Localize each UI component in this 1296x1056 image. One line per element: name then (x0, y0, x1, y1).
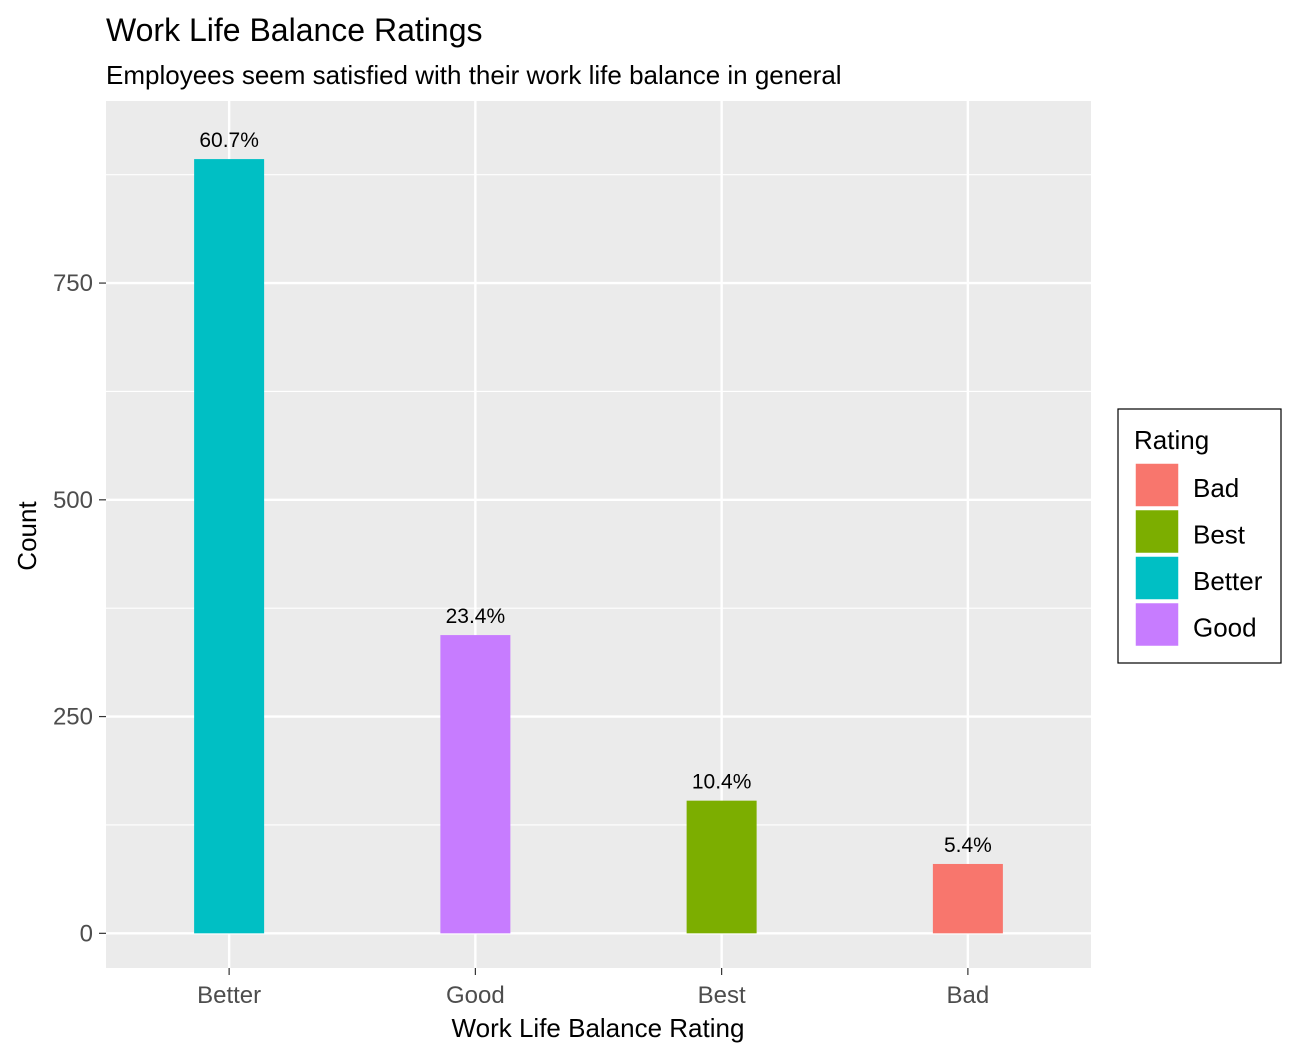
x-axis-title: Work Life Balance Rating (452, 1013, 745, 1043)
y-tick-label: 750 (53, 270, 93, 297)
x-axis: Better Good Best Bad (197, 968, 989, 1009)
data-label-bad: 5.4% (944, 834, 992, 857)
y-tick-label: 500 (53, 487, 93, 514)
data-label-better: 60.7% (199, 129, 259, 152)
legend-key-better (1134, 555, 1180, 601)
y-tick-label: 0 (80, 920, 93, 947)
plot-panel (106, 101, 1091, 968)
legend-key-good (1134, 601, 1180, 648)
minor-gridlines (106, 174, 1091, 826)
legend-label-best: Best (1193, 520, 1246, 550)
legend: Rating Bad Best Better Good (1117, 408, 1282, 664)
bar-good (440, 635, 511, 934)
bar-bad (932, 863, 1003, 934)
legend-label-better: Better (1193, 566, 1263, 596)
chart-subtitle: Employees seem satisfied with their work… (106, 60, 842, 90)
data-label-good: 23.4% (446, 605, 506, 628)
data-labels: 60.7% 23.4% 10.4% 5.4% (199, 129, 991, 857)
legend-label-good: Good (1193, 613, 1257, 643)
chart-title: Work Life Balance Ratings (106, 12, 482, 48)
y-tick-label: 250 (53, 704, 93, 731)
legend-key-bad (1134, 462, 1180, 508)
legend-label-bad: Bad (1193, 473, 1239, 503)
legend-title: Rating (1134, 425, 1209, 455)
legend-key-best (1134, 508, 1180, 555)
x-tick-label-better: Better (197, 982, 261, 1009)
x-tick-label-good: Good (446, 982, 505, 1009)
x-tick-label-best: Best (698, 982, 746, 1009)
data-label-best: 10.4% (692, 771, 752, 794)
bars (194, 159, 1003, 934)
x-tick-label-bad: Bad (947, 982, 990, 1009)
legend-entries: Bad Best Better Good (1134, 462, 1263, 648)
bar-best (686, 800, 757, 934)
y-axis: 0 250 500 750 (53, 270, 106, 947)
y-axis-title: Count (12, 501, 42, 571)
bar-better (194, 159, 265, 934)
